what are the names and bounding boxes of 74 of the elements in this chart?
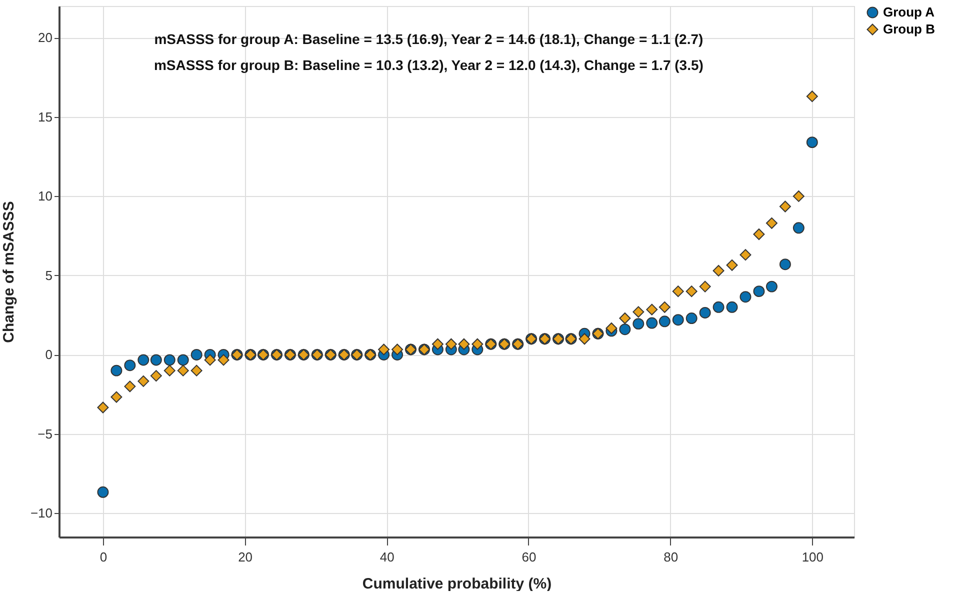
point	[792, 190, 804, 202]
x-tick-label: 100	[802, 550, 824, 564]
y-axis-title: Change of mSASSS	[0, 201, 18, 343]
point	[806, 136, 818, 148]
point	[740, 291, 752, 303]
point	[150, 354, 162, 366]
point	[150, 370, 162, 382]
point	[619, 312, 631, 324]
y-tick-label: 15	[38, 109, 52, 124]
y-tick-label: 0	[45, 347, 52, 362]
point	[726, 301, 738, 313]
x-tick-label: 80	[664, 550, 678, 564]
point	[779, 258, 791, 270]
point	[606, 322, 618, 334]
point	[699, 280, 711, 292]
point	[766, 280, 778, 292]
point	[632, 306, 644, 318]
point	[458, 338, 470, 350]
point	[658, 316, 670, 328]
point	[177, 364, 189, 376]
x-tick-label: 60	[522, 550, 536, 564]
point	[779, 200, 791, 212]
point	[204, 354, 216, 366]
point	[753, 286, 765, 298]
y-tick-label: −10	[30, 506, 52, 521]
point	[578, 333, 590, 345]
point	[138, 375, 150, 387]
point	[432, 338, 444, 350]
legend-label: Group B	[883, 22, 935, 36]
point	[190, 364, 202, 376]
point	[124, 380, 136, 392]
point	[392, 344, 404, 356]
x-tick-label: 20	[238, 550, 253, 564]
y-tick-label: −5	[38, 426, 52, 442]
point	[378, 344, 390, 356]
x-tick-label: 0	[100, 550, 108, 564]
x-tick-label: 40	[380, 550, 394, 564]
point	[672, 314, 684, 326]
point	[177, 354, 189, 366]
y-tick-label: 5	[45, 268, 52, 283]
legend-label: Group A	[883, 4, 936, 20]
point	[138, 354, 150, 366]
point	[766, 217, 778, 229]
annotation: mSASSS for group B: Baseline = 10.3 (13.2), Year 2 = 12.0 (14.3), Change = 1.7 (3.5)	[154, 57, 704, 73]
point	[445, 338, 457, 350]
point	[740, 249, 752, 261]
annotation: mSASSS for group A: Baseline = 13.5 (16.9), Year 2 = 14.6 (18.1), Change = 1.1 (2.7)	[154, 31, 704, 47]
point	[686, 312, 698, 324]
y-tick-label: 10	[38, 188, 52, 204]
point	[672, 286, 684, 298]
point	[686, 286, 698, 298]
point	[806, 90, 818, 102]
point	[218, 354, 230, 366]
point	[619, 324, 631, 336]
point	[658, 301, 670, 313]
point	[97, 402, 109, 414]
point	[124, 360, 136, 372]
point	[472, 338, 484, 350]
point	[110, 364, 122, 376]
point	[699, 306, 711, 318]
point	[110, 391, 122, 403]
point	[97, 486, 109, 498]
point	[190, 348, 202, 360]
point	[753, 228, 765, 240]
point	[712, 264, 724, 276]
y-tick-label: 20	[38, 30, 52, 46]
point	[646, 304, 658, 316]
point	[164, 364, 176, 376]
point	[646, 317, 658, 329]
point	[726, 259, 738, 271]
point	[632, 318, 644, 330]
point	[792, 222, 804, 234]
point	[164, 354, 176, 366]
point	[712, 301, 724, 313]
